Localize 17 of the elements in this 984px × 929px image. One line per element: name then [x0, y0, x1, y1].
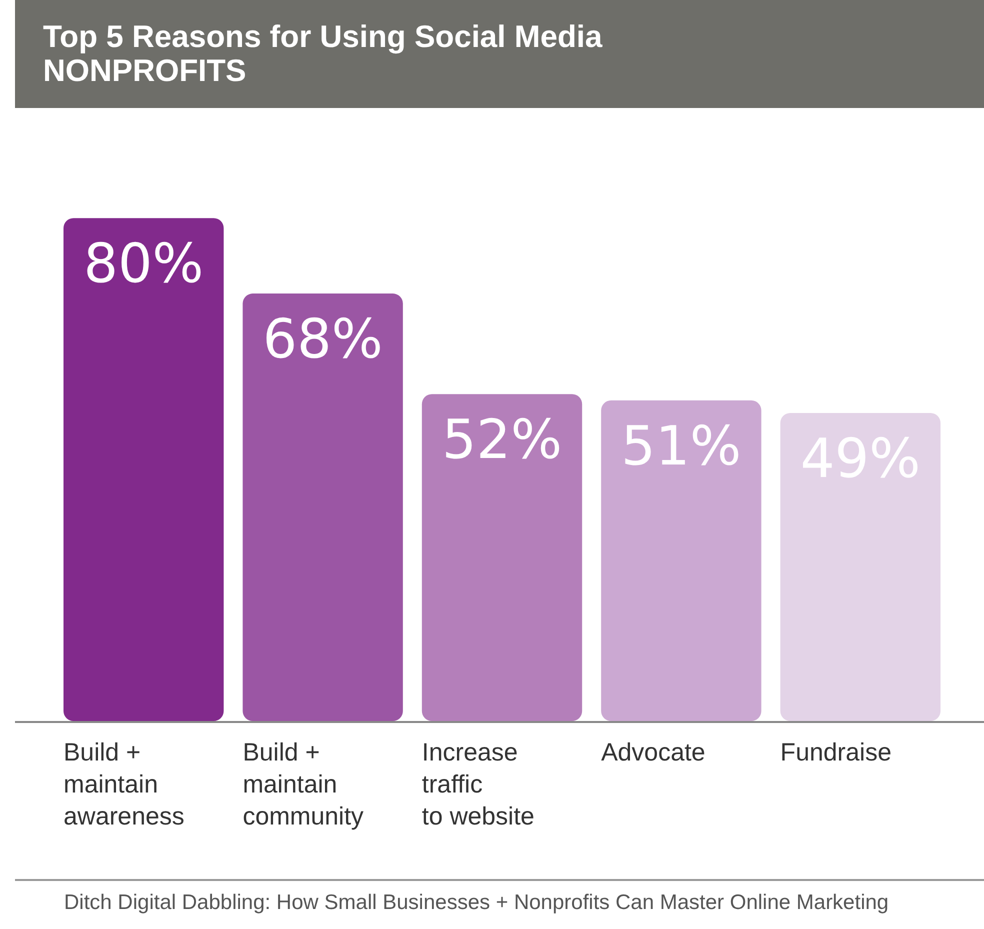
x-tick-label: Advocate — [601, 738, 706, 766]
data-label: 51% — [621, 414, 742, 478]
bar — [422, 394, 582, 721]
bar — [780, 412, 941, 721]
bar — [64, 218, 224, 721]
text: Ditch Digital Dabbling: How Small Businesses + Nonprofits Can Master Online Marketing — [15, 879, 984, 915]
chart-title: Top 5 Reasons for Using Social Media — [43, 19, 604, 54]
chart-subtitle: NONPROFITS — [43, 53, 248, 88]
x-tick-label: Build + maintain awareness — [64, 738, 184, 830]
x-tick-label: Increase traffic to website — [422, 738, 534, 830]
data-label: 80% — [84, 232, 204, 296]
data-label: 52% — [442, 408, 562, 472]
x-tick-label: Fundraise — [780, 738, 892, 766]
bar — [601, 400, 762, 721]
bar — [242, 294, 403, 721]
x-tick-label: Build + maintain community — [242, 738, 364, 830]
data-label: 68% — [262, 308, 383, 371]
